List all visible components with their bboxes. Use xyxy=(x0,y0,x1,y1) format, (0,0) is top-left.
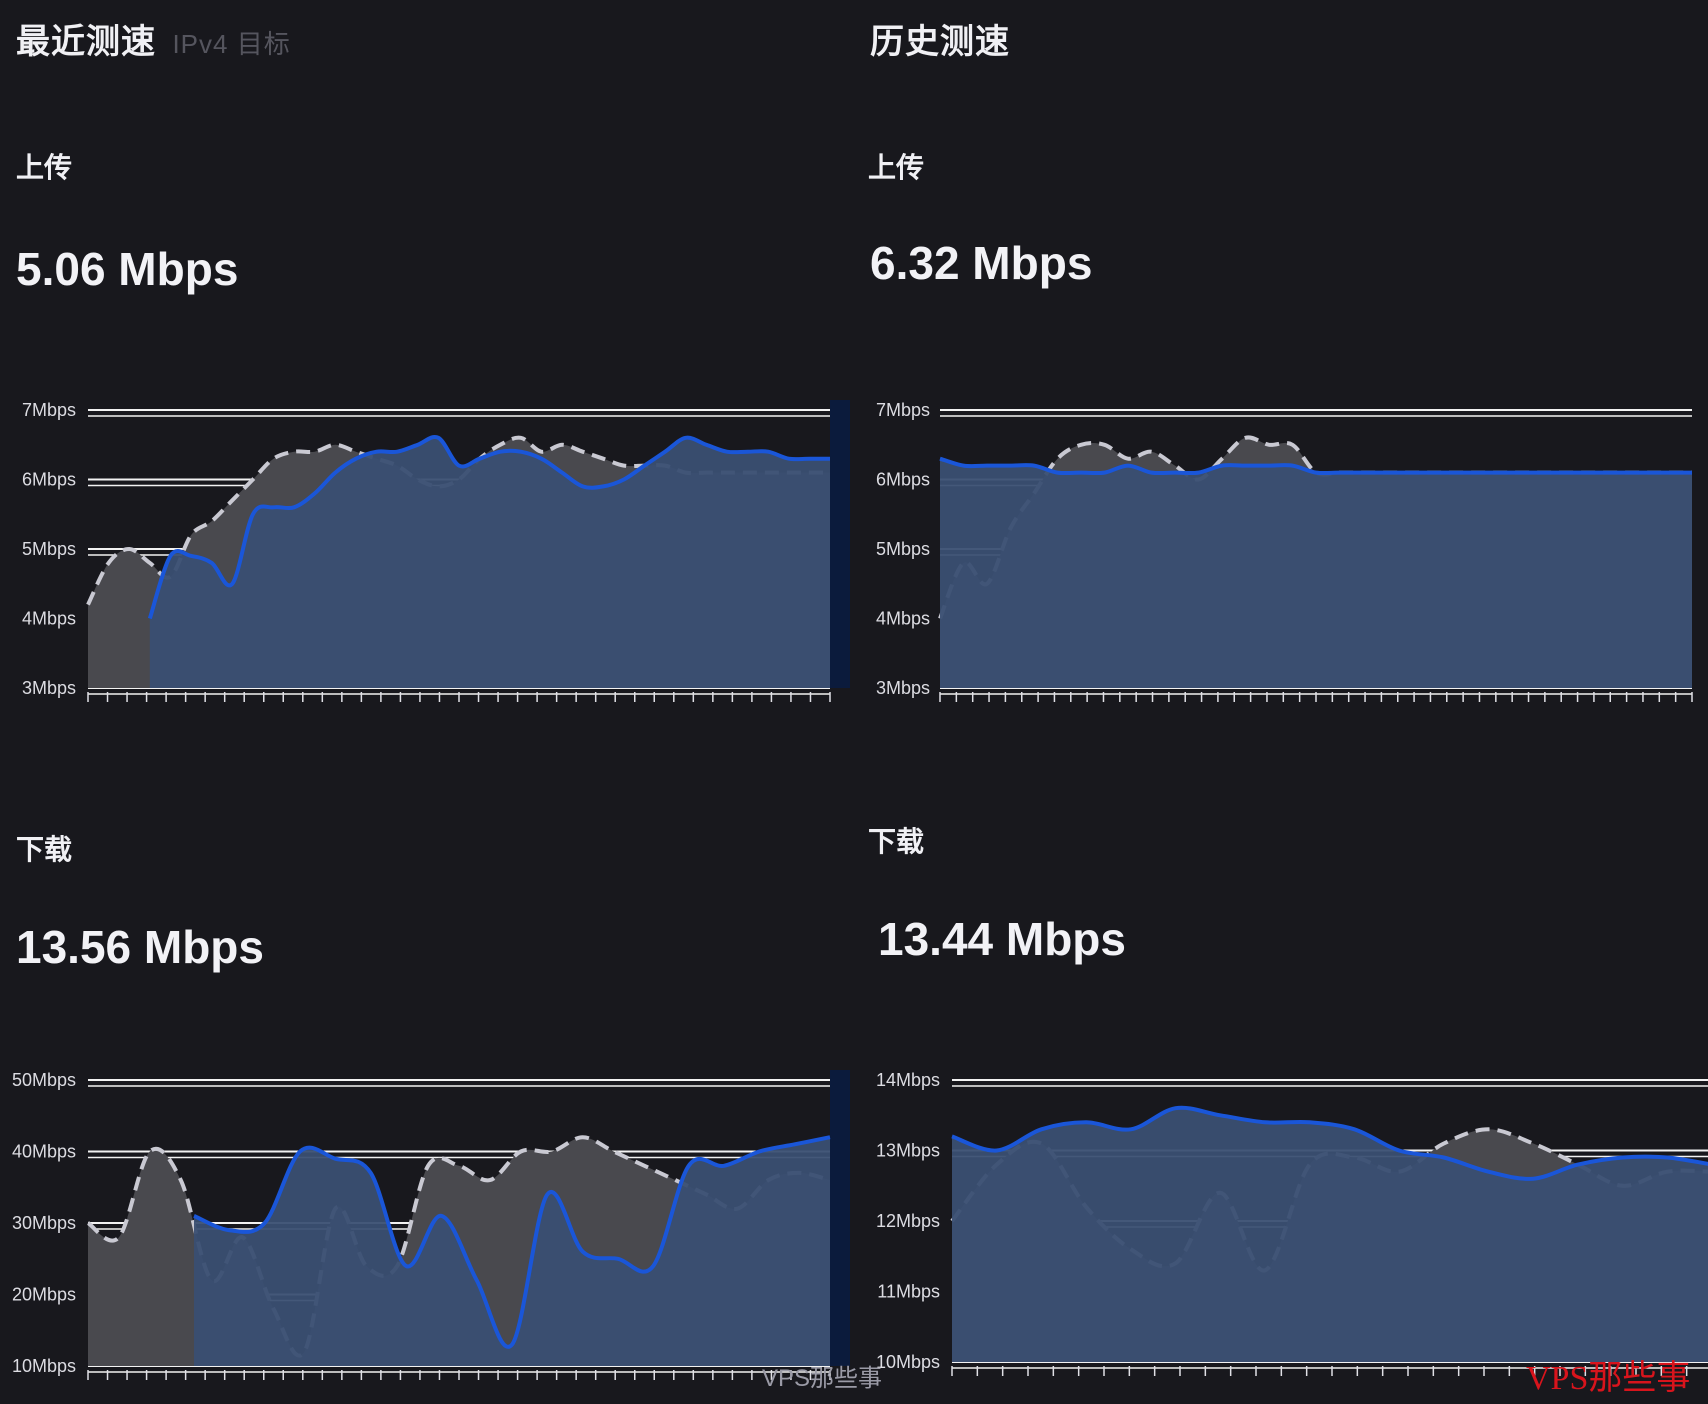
y-tick-label: 3Mbps xyxy=(876,678,930,698)
navy-band xyxy=(830,1070,850,1366)
y-tick-label: 12Mbps xyxy=(876,1211,940,1231)
y-tick-label: 40Mbps xyxy=(12,1142,76,1162)
chart-label-upload-recent: 上传 xyxy=(16,152,73,183)
series-line-1 xyxy=(939,456,1692,476)
y-tick-label: 11Mbps xyxy=(877,1282,940,1302)
chart-download-recent: 10Mbps 20Mbps 30Mbps 40Mbps 50Mbps xyxy=(12,1070,850,1380)
y-tick-label: 30Mbps xyxy=(12,1213,76,1233)
series-area-1 xyxy=(194,1137,830,1366)
y-tick-label: 14Mbps xyxy=(876,1070,940,1090)
chart-value-upload-history: 6.32 Mbps xyxy=(870,237,1093,289)
y-tick-label: 13Mbps xyxy=(876,1141,940,1161)
series-line-1 xyxy=(951,1105,1708,1181)
y-tick-label: 4Mbps xyxy=(876,609,930,629)
y-tick-label: 7Mbps xyxy=(22,400,76,420)
watermark-faint: VPS那些事 xyxy=(762,1365,883,1392)
chart-value-download-history: 13.44 Mbps xyxy=(878,913,1126,965)
watermark: VPS那些事 xyxy=(1526,1360,1691,1397)
y-tick-label: 6Mbps xyxy=(876,470,930,490)
navy-band xyxy=(830,400,850,688)
section-title-extra: IPv4 目标 xyxy=(172,29,291,59)
chart-label-download-recent: 下载 xyxy=(16,834,73,865)
section-title-history: 历史测速 xyxy=(870,23,1010,61)
chart-value-upload-recent: 5.06 Mbps xyxy=(16,243,239,295)
series-area-1 xyxy=(940,458,1692,688)
y-tick-label: 5Mbps xyxy=(22,539,76,559)
y-tick-label: 10Mbps xyxy=(876,1352,940,1372)
chart-label-download-history: 下载 xyxy=(868,826,925,857)
chart-download-history: 10Mbps 11Mbps 12Mbps 13Mbps 14Mbps xyxy=(876,1070,1708,1376)
y-tick-label: 4Mbps xyxy=(22,609,76,629)
y-tick-label: 50Mbps xyxy=(12,1070,76,1090)
y-tick-label: 10Mbps xyxy=(12,1356,76,1376)
y-tick-label: 3Mbps xyxy=(22,678,76,698)
series-line-1 xyxy=(193,1135,831,1349)
series-line-1 xyxy=(147,434,830,620)
y-tick-label: 5Mbps xyxy=(876,539,930,559)
chart-value-download-recent: 13.56 Mbps xyxy=(16,921,264,973)
chart-upload-recent: 3Mbps 4Mbps 5Mbps 6Mbps 7Mbps xyxy=(22,400,850,702)
chart-label-upload-history: 上传 xyxy=(868,152,925,183)
section-title-recent: 最近测速 IPv4 目标 xyxy=(16,23,291,61)
series-area-1 xyxy=(952,1107,1708,1362)
chart-upload-history: 3Mbps 4Mbps 5Mbps 6Mbps 7Mbps xyxy=(876,400,1693,702)
y-tick-label: 20Mbps xyxy=(12,1285,76,1305)
series-area-1 xyxy=(149,436,831,688)
y-tick-label: 7Mbps xyxy=(876,400,930,420)
y-tick-label: 6Mbps xyxy=(22,470,76,490)
